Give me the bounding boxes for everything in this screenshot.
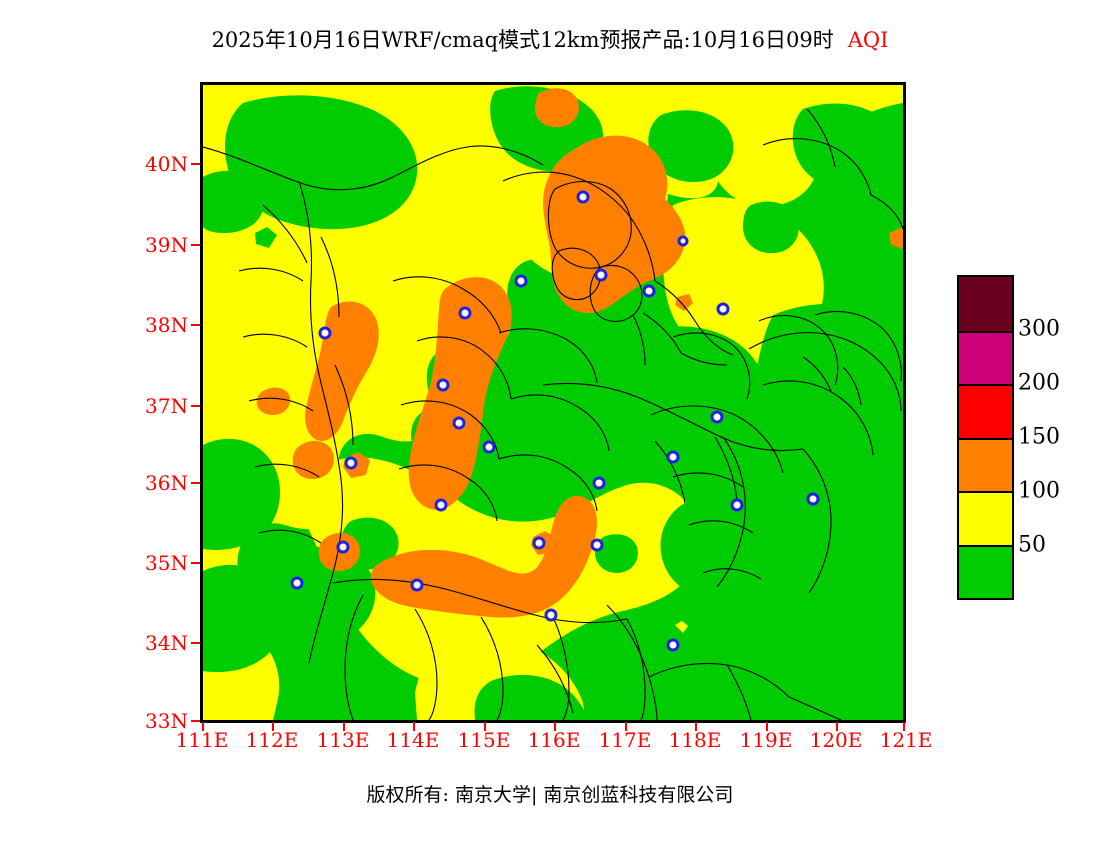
station-marker: [410, 578, 424, 592]
colorbar-band-50-100: [959, 491, 1012, 545]
y-tick: [191, 163, 200, 165]
x-tick-label-113e: 113E: [316, 728, 370, 752]
x-tick: [695, 722, 697, 731]
city-station-markers: [290, 190, 820, 652]
x-tick-label-115e: 115E: [457, 728, 511, 752]
x-tick-label-121e: 121E: [879, 728, 933, 752]
colorbar-label-50: 50: [1018, 532, 1046, 558]
station-marker: [318, 326, 332, 340]
x-tick-label-117e: 117E: [598, 728, 652, 752]
x-tick-label-112e: 112E: [245, 728, 299, 752]
x-tick: [625, 722, 627, 731]
colorbar-label-100: 100: [1018, 478, 1060, 504]
y-tick: [191, 562, 200, 564]
station-marker: [716, 302, 730, 316]
y-tick-label-37n: 37N: [145, 394, 188, 418]
aqi-contour-map: [203, 85, 903, 720]
y-tick-label-38n: 38N: [145, 313, 188, 337]
x-tick-label-116e: 116E: [527, 728, 581, 752]
station-marker: [290, 576, 304, 590]
station-marker: [434, 498, 448, 512]
figure-title-variable: AQI: [847, 28, 889, 52]
y-tick: [191, 482, 200, 484]
colorbar-band-150-200: [959, 384, 1012, 438]
colorbar-label-150: 150: [1018, 424, 1060, 450]
y-tick-label-39n: 39N: [145, 233, 188, 257]
station-marker: [592, 476, 606, 490]
x-tick: [413, 722, 415, 731]
station-marker: [576, 190, 590, 204]
station-marker: [336, 540, 350, 554]
x-tick: [836, 722, 838, 731]
y-tick-label-34n: 34N: [145, 631, 188, 655]
station-marker: [532, 536, 546, 550]
station-marker: [677, 235, 689, 247]
station-marker: [458, 306, 472, 320]
x-tick: [903, 722, 905, 731]
station-marker: [806, 492, 820, 506]
figure-title: 2025年10月16日WRF/cmaq模式12km预报产品:10月16日09时 A…: [0, 24, 1100, 54]
x-tick-label-114e: 114E: [386, 728, 440, 752]
y-tick-label-40n: 40N: [145, 152, 188, 176]
station-marker: [436, 378, 450, 392]
colorbar-label-200: 200: [1018, 370, 1060, 396]
y-tick: [191, 642, 200, 644]
x-tick-label-119e: 119E: [739, 728, 793, 752]
x-tick: [272, 722, 274, 731]
colorbar-band-200-300: [959, 330, 1012, 384]
station-marker: [594, 268, 608, 282]
station-marker: [482, 440, 496, 454]
x-tick: [343, 722, 345, 731]
x-tick-label-118e: 118E: [668, 728, 722, 752]
map-panel: [200, 82, 906, 723]
x-tick: [484, 722, 486, 731]
y-tick-label-36n: 36N: [145, 471, 188, 495]
station-marker: [344, 456, 358, 470]
x-tick: [554, 722, 556, 731]
x-tick: [202, 722, 204, 731]
aqi-colorbar: [957, 275, 1014, 600]
x-tick-label-111e: 111E: [175, 728, 229, 752]
colorbar-band-above-300: [959, 277, 1012, 331]
y-tick-label-33n: 33N: [145, 709, 188, 733]
station-marker: [730, 498, 744, 512]
y-tick-label-35n: 35N: [145, 551, 188, 575]
colorbar-band-100-150: [959, 437, 1012, 491]
colorbar-label-300: 300: [1018, 316, 1060, 342]
station-marker: [710, 410, 724, 424]
y-tick: [191, 720, 200, 722]
y-tick: [191, 405, 200, 407]
station-marker: [666, 450, 680, 464]
station-marker: [590, 538, 604, 552]
x-tick-label-120e: 120E: [809, 728, 863, 752]
station-marker: [452, 416, 466, 430]
station-marker: [666, 638, 680, 652]
station-marker: [544, 608, 558, 622]
copyright-footer: 版权所有: 南京大学| 南京创蓝科技有限公司: [366, 784, 734, 806]
colorbar-band-0-50: [959, 544, 1012, 598]
x-tick: [766, 722, 768, 731]
y-tick: [191, 244, 200, 246]
station-marker: [642, 284, 656, 298]
y-tick: [191, 324, 200, 326]
figure-title-main: 2025年10月16日WRF/cmaq模式12km预报产品:10月16日09时: [211, 28, 834, 52]
station-marker: [514, 274, 528, 288]
administrative-boundaries: [203, 108, 903, 720]
